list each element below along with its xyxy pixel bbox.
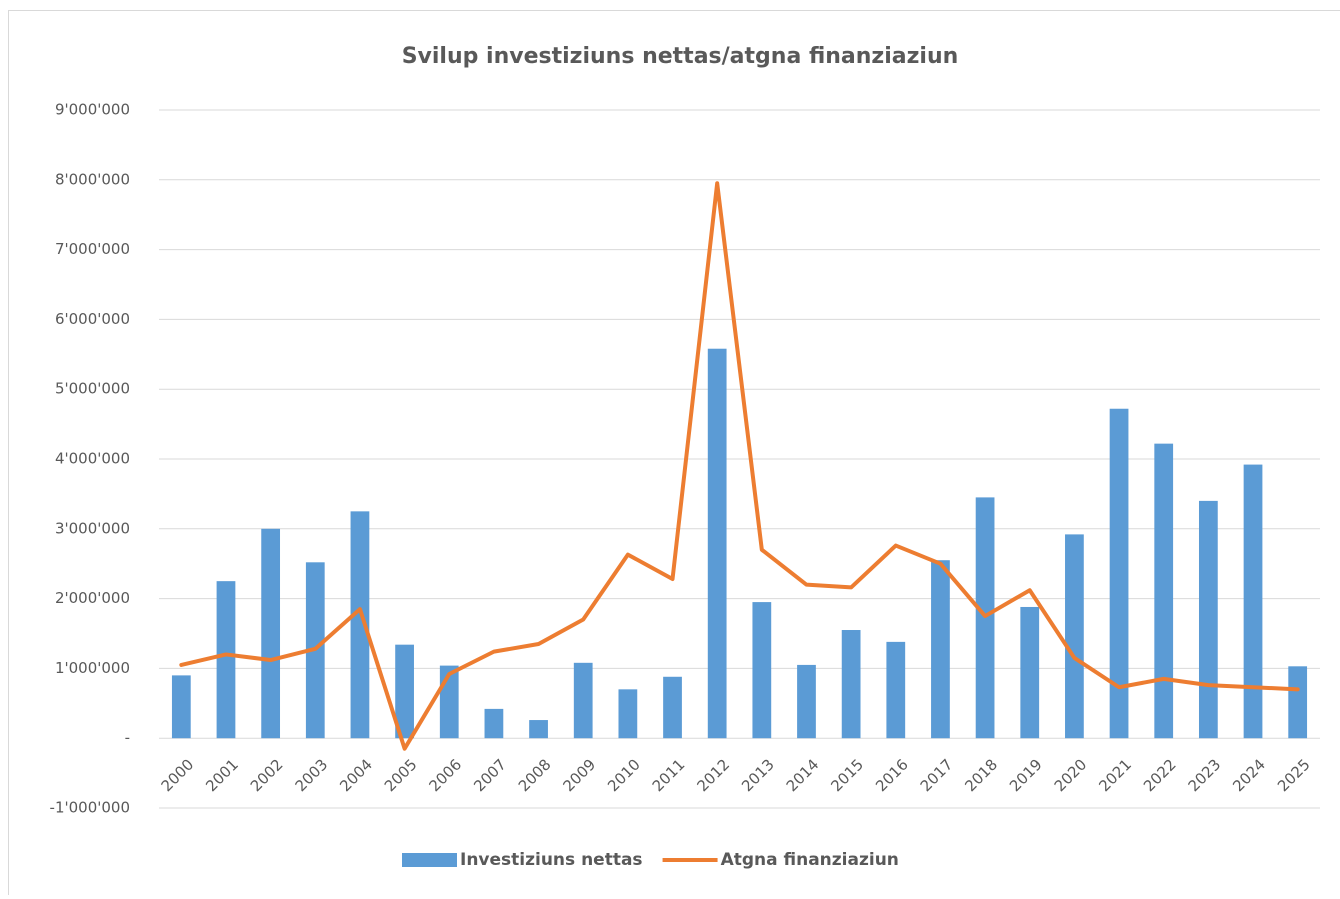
bar [261, 529, 280, 738]
y-tick-label: - [125, 729, 130, 747]
y-tick-label: 1'000'000 [55, 659, 130, 677]
bar [618, 689, 637, 738]
y-tick-label: 2'000'000 [55, 589, 130, 607]
bar [217, 581, 236, 738]
bar [1244, 465, 1263, 739]
bar [172, 675, 191, 738]
bar [1199, 501, 1218, 738]
bar [842, 630, 861, 738]
chart-title: Svilup investiziuns nettas/atgna finanzi… [402, 44, 959, 69]
y-tick-label: 7'000'000 [55, 240, 130, 258]
bar [529, 720, 548, 738]
legend-swatch [402, 853, 457, 867]
bar [485, 709, 504, 738]
y-tick-label: 3'000'000 [55, 519, 130, 537]
bar [1288, 666, 1307, 738]
bar [886, 642, 905, 738]
legend-label: Investiziuns nettas [460, 850, 643, 870]
bar [574, 663, 593, 738]
bar [663, 677, 682, 738]
y-tick-label: 8'000'000 [55, 170, 130, 188]
y-tick-label: 4'000'000 [55, 450, 130, 468]
y-tick-label: -1'000'000 [50, 799, 130, 817]
bar [1154, 444, 1173, 739]
bar [752, 602, 771, 738]
bar [1065, 534, 1084, 738]
y-tick-label: 9'000'000 [55, 101, 130, 119]
y-tick-label: 5'000'000 [55, 380, 130, 398]
legend-label: Atgna finanziaziun [721, 850, 899, 870]
bar [708, 349, 727, 738]
bar [1020, 607, 1039, 738]
bar [797, 665, 816, 738]
bar [931, 560, 950, 738]
y-tick-label: 6'000'000 [55, 310, 130, 328]
